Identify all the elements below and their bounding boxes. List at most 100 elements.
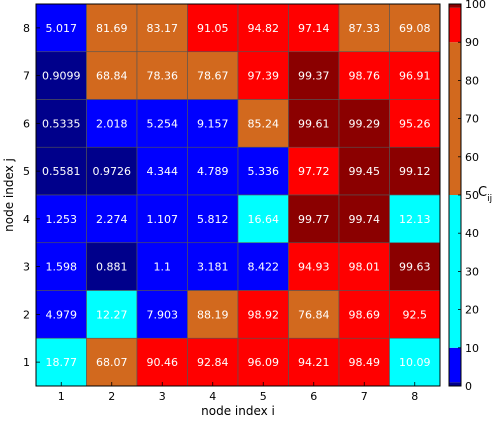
heatmap-cell bbox=[237, 242, 289, 291]
heatmap-cell bbox=[288, 99, 340, 148]
cell-value-label: 0.5581 bbox=[42, 165, 81, 178]
colorbar-tick-label: 80 bbox=[465, 74, 479, 87]
heatmap-cell bbox=[187, 51, 239, 100]
cell-value-label: 99.29 bbox=[349, 117, 381, 130]
cell-value-label: 99.45 bbox=[349, 165, 381, 178]
cell-value-label: 99.37 bbox=[298, 70, 330, 83]
heatmap-cell bbox=[136, 337, 188, 387]
y-tick-label: 7 bbox=[23, 70, 30, 83]
heatmap-cell bbox=[136, 146, 188, 196]
cell-value-label: 94.21 bbox=[298, 356, 330, 369]
cell-value-label: 1.1 bbox=[154, 261, 172, 274]
heatmap-cell bbox=[237, 146, 289, 196]
heatmap-cell bbox=[237, 290, 289, 339]
cell-value-label: 12.13 bbox=[399, 213, 431, 226]
x-tick-label: 7 bbox=[361, 390, 368, 403]
colorbar-tick-label: 60 bbox=[465, 151, 479, 164]
cell-value-label: 98.92 bbox=[248, 308, 280, 321]
cell-value-label: 10.09 bbox=[399, 356, 431, 369]
heatmap-cell bbox=[389, 51, 441, 100]
cell-value-label: 94.82 bbox=[248, 22, 280, 35]
cell-value-label: 0.9726 bbox=[93, 165, 132, 178]
x-tick-label: 4 bbox=[209, 390, 216, 403]
cell-value-label: 4.344 bbox=[147, 165, 179, 178]
x-axis-label: node index i bbox=[201, 404, 275, 418]
cell-value-label: 98.49 bbox=[349, 356, 381, 369]
colorbar-tick-label: 30 bbox=[465, 265, 479, 278]
heatmap-cell bbox=[187, 3, 239, 53]
colorbar-tick-label: 20 bbox=[465, 304, 479, 317]
x-tick-label: 6 bbox=[310, 390, 317, 403]
cell-value-label: 99.74 bbox=[349, 213, 381, 226]
cell-value-label: 5.812 bbox=[197, 213, 229, 226]
cell-value-label: 1.598 bbox=[46, 261, 78, 274]
heatmap-cell bbox=[86, 51, 138, 100]
heatmap-cell bbox=[288, 194, 340, 244]
cell-value-label: 0.881 bbox=[96, 261, 128, 274]
cell-value-label: 92.5 bbox=[403, 308, 428, 321]
cell-value-label: 2.018 bbox=[96, 117, 128, 130]
cell-value-label: 88.19 bbox=[197, 308, 229, 321]
colorbar-tick-label: 70 bbox=[465, 113, 479, 126]
x-tick-label: 5 bbox=[260, 390, 267, 403]
y-tick-label: 8 bbox=[23, 22, 30, 35]
cell-value-label: 0.5335 bbox=[42, 117, 81, 130]
heatmap-cell bbox=[136, 99, 188, 148]
cell-value-label: 81.69 bbox=[96, 22, 128, 35]
x-tick-label: 8 bbox=[411, 390, 418, 403]
cell-value-label: 68.84 bbox=[96, 70, 128, 83]
heatmap-cell bbox=[338, 99, 390, 148]
x-tick-label: 1 bbox=[58, 390, 65, 403]
cell-value-label: 1.253 bbox=[46, 213, 78, 226]
colorbar-label: Cij bbox=[478, 185, 492, 204]
y-axis-label: node index j bbox=[2, 158, 16, 232]
cell-value-label: 92.84 bbox=[197, 356, 229, 369]
cell-value-label: 87.33 bbox=[349, 22, 381, 35]
heatmap-cell bbox=[338, 242, 390, 291]
cell-value-label: 94.93 bbox=[298, 261, 330, 274]
cell-value-label: 91.05 bbox=[197, 22, 229, 35]
heatmap-cell bbox=[288, 3, 340, 53]
heatmap-cell bbox=[86, 3, 138, 53]
heatmap-cell bbox=[338, 194, 390, 244]
cell-value-label: 1.107 bbox=[147, 213, 179, 226]
cell-value-label: 97.14 bbox=[298, 22, 330, 35]
heatmap-cell bbox=[136, 290, 188, 339]
heatmap-cell bbox=[187, 146, 239, 196]
cell-value-label: 96.09 bbox=[248, 356, 280, 369]
cell-value-label: 18.77 bbox=[46, 356, 78, 369]
cell-value-label: 97.39 bbox=[248, 70, 280, 83]
cell-value-label: 76.84 bbox=[298, 308, 330, 321]
heatmap-cell bbox=[136, 242, 188, 291]
colorbar-band bbox=[449, 7, 461, 43]
cell-value-label: 98.01 bbox=[349, 261, 381, 274]
cell-value-label: 99.61 bbox=[298, 117, 330, 130]
heatmap-cell bbox=[35, 290, 87, 339]
cell-value-label: 2.274 bbox=[96, 213, 128, 226]
cell-value-label: 5.017 bbox=[46, 22, 78, 35]
cell-value-label: 90.46 bbox=[147, 356, 179, 369]
heatmap-cell bbox=[35, 99, 87, 148]
heatmap-cell bbox=[338, 290, 390, 339]
cell-value-label: 68.07 bbox=[96, 356, 128, 369]
cell-value-label: 5.254 bbox=[147, 117, 179, 130]
heatmap-cell bbox=[35, 146, 87, 196]
y-tick-label: 3 bbox=[23, 261, 30, 274]
colorbar-tick-label: 40 bbox=[465, 227, 479, 240]
heatmap-cell bbox=[35, 3, 87, 53]
heatmap-cell bbox=[237, 99, 289, 148]
heatmap-cell bbox=[86, 290, 138, 339]
heatmap-cell bbox=[389, 242, 441, 291]
cell-value-label: 83.17 bbox=[147, 22, 179, 35]
colorbar-label-subscript: ij bbox=[487, 194, 492, 204]
cell-value-label: 85.24 bbox=[248, 117, 280, 130]
heatmap-cell bbox=[86, 99, 138, 148]
cell-value-label: 78.36 bbox=[147, 70, 179, 83]
heatmap-cell bbox=[389, 290, 441, 339]
heatmap-cell bbox=[389, 3, 441, 53]
cell-value-label: 99.12 bbox=[399, 165, 431, 178]
y-tick-label: 6 bbox=[23, 117, 30, 130]
cell-value-label: 69.08 bbox=[399, 22, 431, 35]
cell-value-label: 4.789 bbox=[197, 165, 229, 178]
